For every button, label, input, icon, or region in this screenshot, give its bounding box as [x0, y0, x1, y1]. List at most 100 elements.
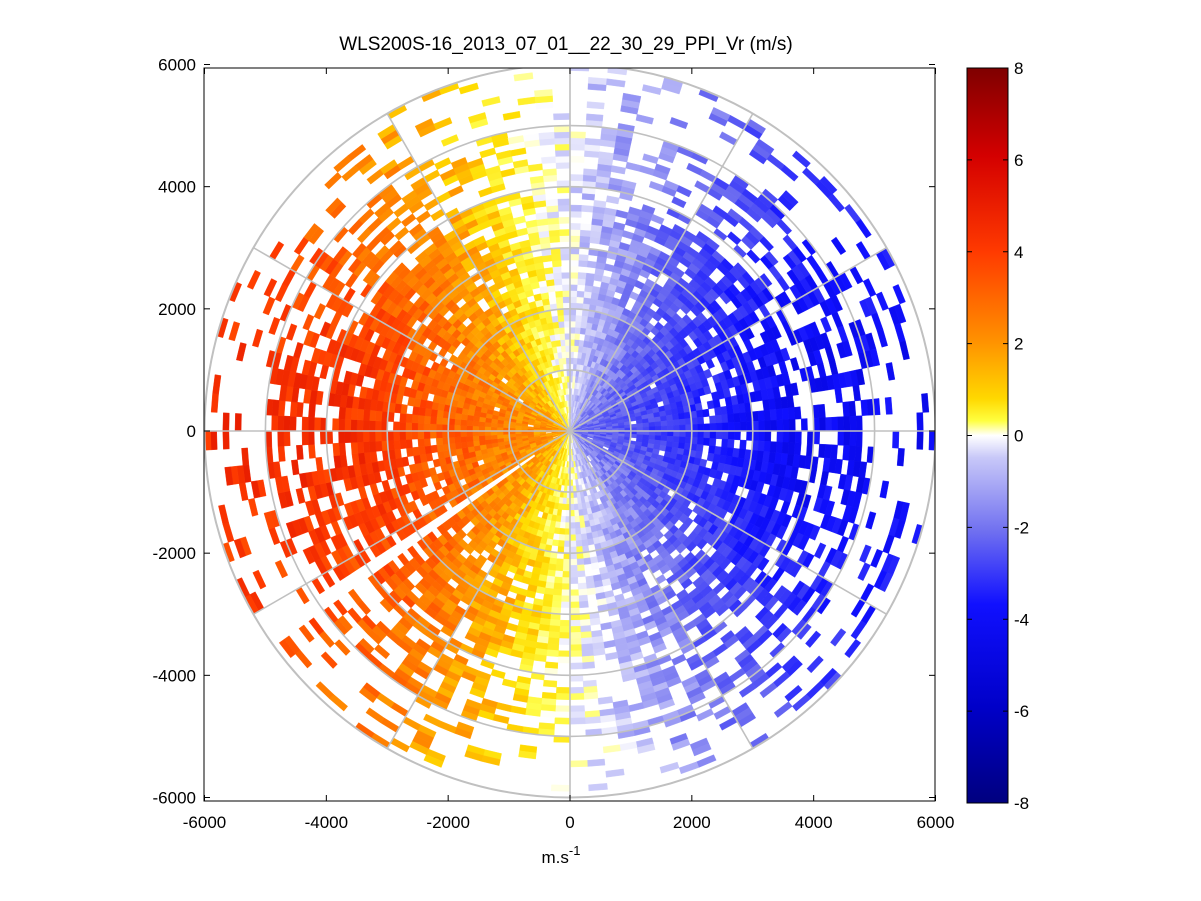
velocity-cell [296, 444, 304, 460]
velocity-cell [466, 419, 474, 427]
velocity-cell [755, 138, 775, 155]
velocity-cell [222, 430, 230, 450]
velocity-cell [569, 564, 578, 572]
velocity-cell [581, 315, 589, 323]
velocity-cell [351, 453, 360, 466]
velocity-cell [562, 564, 571, 572]
velocity-cell [590, 562, 600, 571]
velocity-cell [709, 423, 717, 432]
velocity-cell [642, 422, 650, 428]
velocity-cell [405, 422, 413, 432]
velocity-cell [557, 650, 571, 658]
velocity-cell [560, 601, 571, 609]
velocity-cell [406, 447, 414, 458]
velocity-cell [569, 265, 579, 273]
velocity-cell [547, 637, 560, 645]
velocity-cell [569, 259, 580, 267]
velocity-cell [584, 716, 601, 725]
velocity-cell [484, 434, 492, 441]
velocity-cell [733, 421, 741, 432]
velocity-cell [665, 409, 673, 416]
velocity-cell [585, 272, 596, 281]
velocity-cell [557, 656, 571, 664]
velocity-cell [781, 441, 790, 455]
velocity-cell [277, 430, 285, 447]
velocity-cell [569, 662, 583, 670]
velocity-cell [569, 571, 578, 578]
velocity-cell [666, 435, 674, 443]
velocity-cell [849, 430, 857, 447]
velocity-cell [648, 421, 656, 428]
velocity-cell [575, 320, 582, 328]
velocity-cell [535, 586, 546, 595]
velocity-cell [558, 534, 565, 542]
velocity-cell [574, 521, 581, 529]
velocity-cell [466, 430, 473, 437]
velocity-cell [554, 717, 571, 725]
velocity-cell [362, 441, 371, 453]
velocity-cell [583, 297, 592, 305]
velocity-cell [694, 402, 703, 412]
velocity-cell [763, 440, 771, 453]
velocity-cell [696, 409, 704, 418]
velocity-cell [569, 595, 580, 603]
velocity-cell [362, 419, 370, 432]
velocity-cell [577, 582, 587, 590]
velocity-cell [581, 192, 596, 201]
velocity-cell [350, 419, 358, 432]
velocity-cell [338, 442, 347, 456]
velocity-cell [569, 131, 586, 139]
velocity-cell [577, 272, 587, 280]
velocity-cell [579, 625, 592, 633]
velocity-cell [551, 539, 559, 547]
velocity-cell [557, 540, 565, 548]
velocity-cell [757, 440, 765, 452]
velocity-cell [580, 631, 592, 639]
velocity-cell [693, 395, 702, 405]
velocity-cell [569, 229, 581, 237]
velocity-cell [429, 416, 437, 425]
velocity-cell [855, 415, 863, 432]
velocity-cell [430, 444, 438, 454]
velocity-cell [393, 439, 401, 450]
velocity-cell [622, 92, 642, 103]
velocity-cell [387, 430, 394, 441]
velocity-cell [560, 595, 571, 603]
velocity-cell [764, 430, 772, 442]
velocity-cell [563, 540, 571, 548]
velocity-cell [606, 78, 626, 88]
velocity-cell [569, 284, 578, 291]
velocity-cell [727, 430, 735, 440]
velocity-cell [210, 393, 219, 413]
velocity-cell [673, 430, 680, 438]
velocity-cell [581, 649, 594, 657]
velocity-cell [775, 441, 784, 454]
velocity-cell [584, 284, 594, 293]
velocity-cell [703, 437, 711, 446]
velocity-cell [679, 430, 686, 438]
velocity-cell [653, 416, 662, 423]
velocity-cell [307, 417, 315, 432]
velocity-cell [577, 576, 587, 584]
velocity-cell [472, 440, 480, 447]
velocity-cell [708, 445, 716, 455]
velocity-cell [576, 564, 585, 572]
velocity-cell [350, 441, 359, 455]
velocity-cell [533, 653, 547, 663]
velocity-cell [460, 436, 468, 443]
velocity-cell [578, 588, 588, 596]
velocity-cell [569, 625, 581, 633]
velocity-cell [740, 421, 747, 432]
velocity-cell [435, 416, 444, 425]
velocity-cell [576, 558, 585, 566]
velocity-cell [558, 527, 566, 535]
velocity-cell [764, 250, 779, 266]
velocity-cell [411, 414, 419, 424]
velocity-cell [478, 439, 487, 446]
velocity-cell [417, 422, 425, 432]
velocity-cell [423, 415, 431, 424]
velocity-cell [569, 137, 586, 145]
velocity-cell [573, 345, 580, 353]
velocity-cell [460, 441, 468, 449]
velocity-cell [441, 424, 449, 432]
